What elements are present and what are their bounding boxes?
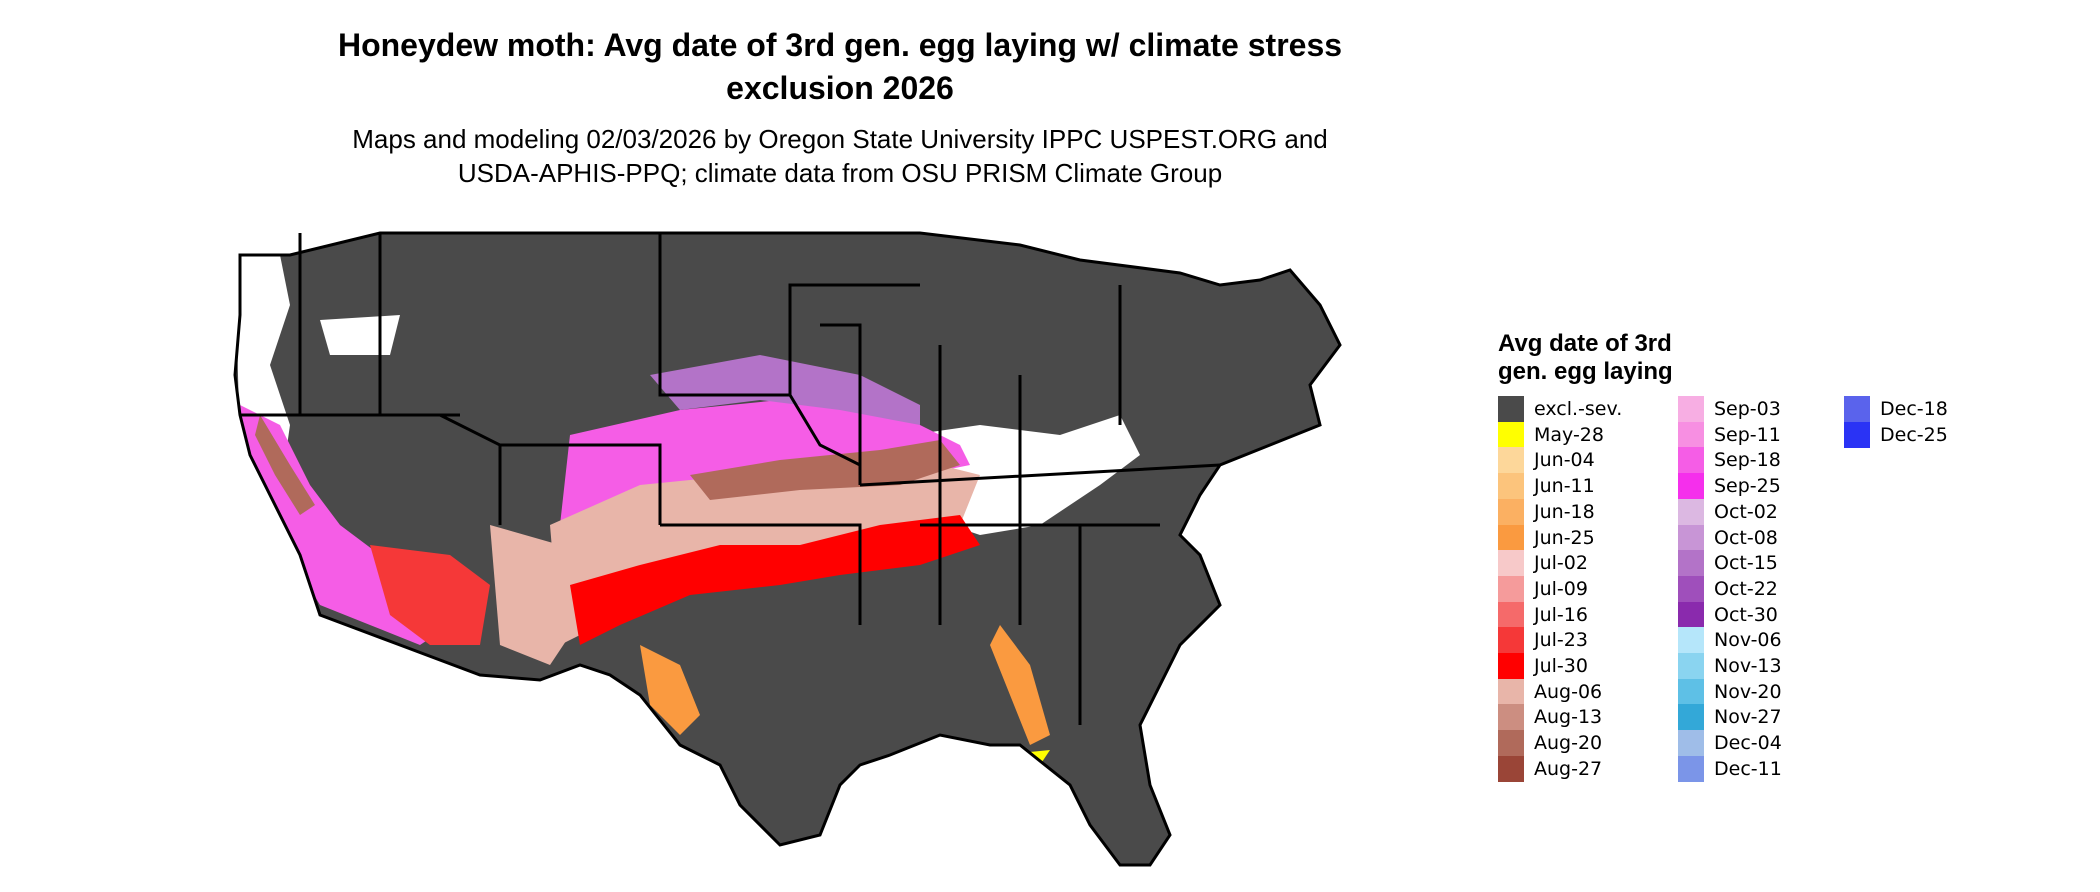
legend-swatch — [1498, 550, 1524, 577]
legend-label: Sep-18 — [1714, 449, 1781, 472]
legend-label: Dec-25 — [1880, 423, 1948, 446]
legend-label: Oct-30 — [1714, 603, 1778, 626]
legend-title: Avg date of 3rd gen. egg laying — [1498, 330, 1758, 386]
legend-swatch — [1678, 601, 1704, 628]
legend-swatch — [1498, 755, 1524, 782]
legend-label: Nov-13 — [1714, 655, 1782, 677]
legend-swatch — [1678, 421, 1704, 448]
map-subtitle-line-2: USDA-APHIS-PPQ; climate data from OSU PR… — [457, 158, 1223, 188]
legend-swatch — [1678, 473, 1704, 500]
legend-swatch — [1498, 730, 1524, 757]
legend-label: Aug-06 — [1534, 680, 1603, 703]
legend-label: Nov-20 — [1714, 680, 1782, 703]
legend-swatch — [1498, 601, 1524, 628]
legend-swatch — [1678, 396, 1704, 422]
legend-label: Oct-15 — [1714, 552, 1778, 575]
no-data-northwest-2 — [320, 315, 400, 355]
legend-label: Aug-20 — [1534, 732, 1603, 755]
legend-swatch — [1498, 678, 1524, 705]
legend-label: Sep-11 — [1714, 423, 1781, 446]
aug-20-band — [690, 440, 960, 500]
state-borders — [240, 233, 1221, 725]
legend-swatch — [1678, 653, 1704, 679]
legend-label: Dec-11 — [1714, 757, 1782, 780]
legend-label: Jun-11 — [1534, 475, 1595, 498]
map-title-line-1: Honeydew moth: Avg date of 3rd gen. egg … — [337, 27, 1343, 63]
legend-swatch — [1844, 396, 1870, 422]
legend-label: Jul-30 — [1534, 655, 1588, 677]
legend-label: Jun-18 — [1534, 500, 1595, 523]
legend-label: Dec-04 — [1714, 732, 1782, 755]
legend-label: Jun-04 — [1534, 449, 1595, 472]
us-map — [233, 231, 1342, 867]
legend-label: Dec-18 — [1880, 398, 1948, 420]
legend-swatch — [1678, 704, 1704, 731]
legend-swatch — [1678, 730, 1704, 757]
legend: Avg date of 3rd gen. egg laying excl.-se… — [1498, 330, 1948, 782]
legend-label: Aug-13 — [1534, 706, 1603, 729]
legend-swatch — [1678, 447, 1704, 474]
legend-swatch — [1498, 704, 1524, 731]
map-subtitle: Maps and modeling 02/03/2026 by Oregon S… — [290, 122, 1390, 190]
legend-label: Jul-23 — [1534, 629, 1588, 652]
jul-30-band — [570, 515, 980, 645]
us-outline — [233, 231, 1342, 867]
legend-label: excl.-sev. — [1534, 398, 1623, 420]
legend-swatch — [1498, 498, 1524, 525]
legend-swatch — [1678, 627, 1704, 654]
arizona-red — [370, 545, 490, 645]
legend-label: May-28 — [1534, 423, 1604, 446]
legend-swatch — [1678, 524, 1704, 551]
legend-label: Aug-27 — [1534, 757, 1603, 780]
legend-label: Sep-25 — [1714, 475, 1781, 498]
legend-label: Jul-09 — [1534, 577, 1588, 600]
legend-swatch — [1498, 627, 1524, 654]
legend-title-line-1: Avg date of 3rd — [1498, 330, 1672, 357]
legend-label: Jul-16 — [1534, 603, 1588, 626]
map-title: Honeydew moth: Avg date of 3rd gen. egg … — [290, 24, 1390, 110]
legend-title-line-2: gen. egg laying — [1498, 358, 1673, 385]
florida — [990, 625, 1050, 745]
legend-label: Nov-06 — [1714, 629, 1782, 652]
legend-swatch — [1498, 575, 1524, 602]
legend-swatch — [1678, 755, 1704, 782]
legend-label: Nov-27 — [1714, 706, 1782, 729]
california-valley — [255, 415, 315, 515]
legend-swatch — [1678, 678, 1704, 705]
legend-swatch — [1498, 447, 1524, 474]
legend-swatch — [1498, 421, 1524, 448]
map-subtitle-line-1: Maps and modeling 02/03/2026 by Oregon S… — [352, 124, 1328, 154]
legend-label: Oct-08 — [1714, 526, 1778, 549]
legend-swatch — [1498, 653, 1524, 679]
legend-label: Oct-22 — [1714, 577, 1778, 600]
texas-coast — [640, 645, 700, 735]
legend-swatch — [1498, 524, 1524, 551]
legend-swatch — [1498, 396, 1524, 422]
map-title-line-2: exclusion 2026 — [726, 70, 954, 106]
legend-swatch — [1678, 498, 1704, 525]
legend-swatch — [1844, 421, 1870, 448]
legend-label: Sep-03 — [1714, 398, 1781, 420]
legend-label: Jun-25 — [1534, 526, 1595, 549]
purple-band-east — [650, 355, 920, 425]
legend-label: Oct-02 — [1714, 500, 1778, 523]
legend-swatch — [1678, 550, 1704, 577]
legend-swatch — [1498, 473, 1524, 500]
legend-swatch — [1678, 575, 1704, 602]
legend-label: Jul-02 — [1534, 552, 1588, 575]
